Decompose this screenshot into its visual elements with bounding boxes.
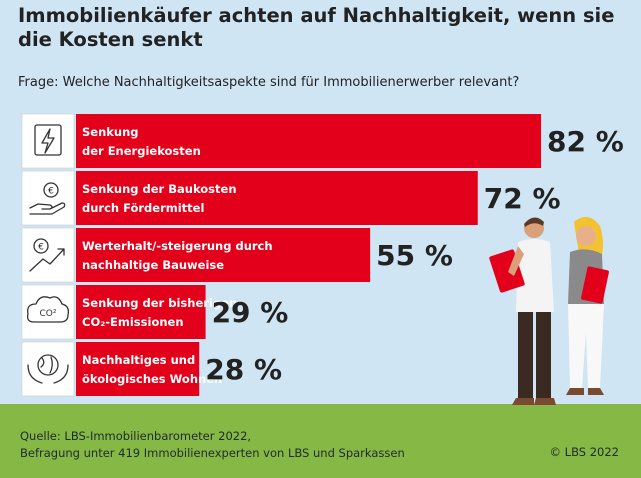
- icon-box: [21, 341, 75, 397]
- bar-label: Werterhalt/-steigerung durch: [82, 239, 273, 253]
- icon-box: [21, 284, 75, 340]
- man-figure: [489, 217, 556, 405]
- euro-hand-icon: €: [29, 182, 66, 215]
- value-label: 29 %: [212, 296, 289, 329]
- chart-title: Immobilienkäufer achten auf Nachhaltigke…: [18, 4, 615, 51]
- source-note: Quelle: LBS-Immobilienbarometer 2022, Be…: [20, 428, 405, 462]
- bar-label: Senkung: [82, 125, 139, 139]
- bar-chart: Senkung der Energiekosten 82 % € Senkung der…: [21, 113, 624, 397]
- bar-label: der Energiekosten: [82, 144, 201, 158]
- bar-label: ökologisches Wohnen: [82, 372, 222, 386]
- icon-box: [21, 227, 75, 283]
- value-label: 55 %: [376, 239, 453, 272]
- source-line-2: Befragung unter 419 Immobilienexperten v…: [20, 446, 405, 460]
- bar: [76, 228, 371, 282]
- bar-label: durch Fördermittel: [82, 201, 204, 215]
- bar-label: Nachhaltiges und: [82, 353, 195, 367]
- bar: [76, 171, 478, 225]
- chart-subtitle: Frage: Welche Nachhaltigkeitsaspekte sin…: [18, 75, 520, 90]
- woman-figure: [566, 216, 609, 395]
- svg-text:CO²: CO²: [40, 309, 57, 319]
- people-illustration: [489, 216, 609, 405]
- bar: [76, 114, 542, 168]
- source-line-1: Quelle: LBS-Immobilienbarometer 2022,: [20, 429, 252, 443]
- svg-text:€: €: [38, 243, 44, 253]
- value-label: 72 %: [484, 182, 561, 215]
- copyright: © LBS 2022: [549, 445, 619, 459]
- svg-text:€: €: [48, 187, 54, 197]
- co2-cloud-icon: CO²: [26, 296, 70, 323]
- grass-ground: [0, 404, 641, 478]
- value-label: 28 %: [205, 353, 282, 386]
- bar-label: Senkung der Baukosten: [82, 182, 237, 196]
- bar: [76, 342, 200, 396]
- icon-box: [21, 113, 75, 169]
- globe-hands-icon: [27, 354, 69, 384]
- value-label: 82 %: [547, 125, 624, 158]
- bar: [76, 285, 206, 339]
- bar-label: CO₂-Emissionen: [82, 315, 184, 329]
- energy-bolt-icon: [34, 124, 62, 156]
- euro-growth-icon: €: [29, 238, 65, 272]
- icon-box: [21, 170, 75, 226]
- bar-label: nachhaltige Bauweise: [82, 258, 224, 272]
- bar-label: Senkung der bisherigen: [82, 296, 237, 310]
